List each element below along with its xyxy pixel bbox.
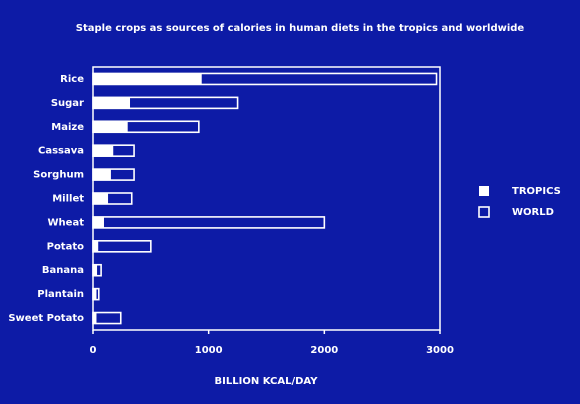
bar xyxy=(93,121,128,133)
bar xyxy=(93,73,202,85)
bar xyxy=(93,193,109,204)
x-tick-label: 3000 xyxy=(426,345,454,356)
y-tick-label: Rice xyxy=(60,74,84,85)
legend-marker xyxy=(479,186,489,196)
chart-title: Staple crops as sources of calories in h… xyxy=(76,23,525,34)
legend-label: WORLD xyxy=(512,207,554,218)
bar xyxy=(93,288,97,300)
bar xyxy=(93,145,114,157)
y-tick-label: Sugar xyxy=(51,98,84,109)
bar xyxy=(93,264,98,276)
y-tick-label: Wheat xyxy=(48,217,85,228)
y-tick-label: Sweet Potato xyxy=(8,313,84,324)
y-tick-label: Maize xyxy=(51,122,84,133)
y-tick-label: Plantain xyxy=(37,289,84,300)
legend-label: TROPICS xyxy=(512,186,561,197)
legend-marker xyxy=(478,206,490,218)
bar xyxy=(93,97,131,109)
y-tick-label: Millet xyxy=(52,194,84,205)
x-axis-label: BILLION KCAL/DAY xyxy=(215,376,319,387)
y-tick-label: Cassava xyxy=(38,146,84,157)
y-tick-label: Banana xyxy=(42,265,84,276)
y-tick-label: Sorghum xyxy=(33,170,84,181)
x-tick-label: 0 xyxy=(90,345,97,356)
y-tick-label: Potato xyxy=(47,241,85,252)
x-tick-label: 2000 xyxy=(310,345,338,356)
bar xyxy=(93,216,104,228)
bar xyxy=(93,312,97,324)
bar xyxy=(93,240,99,252)
x-tick-label: 1000 xyxy=(195,345,223,356)
bar xyxy=(93,169,111,181)
